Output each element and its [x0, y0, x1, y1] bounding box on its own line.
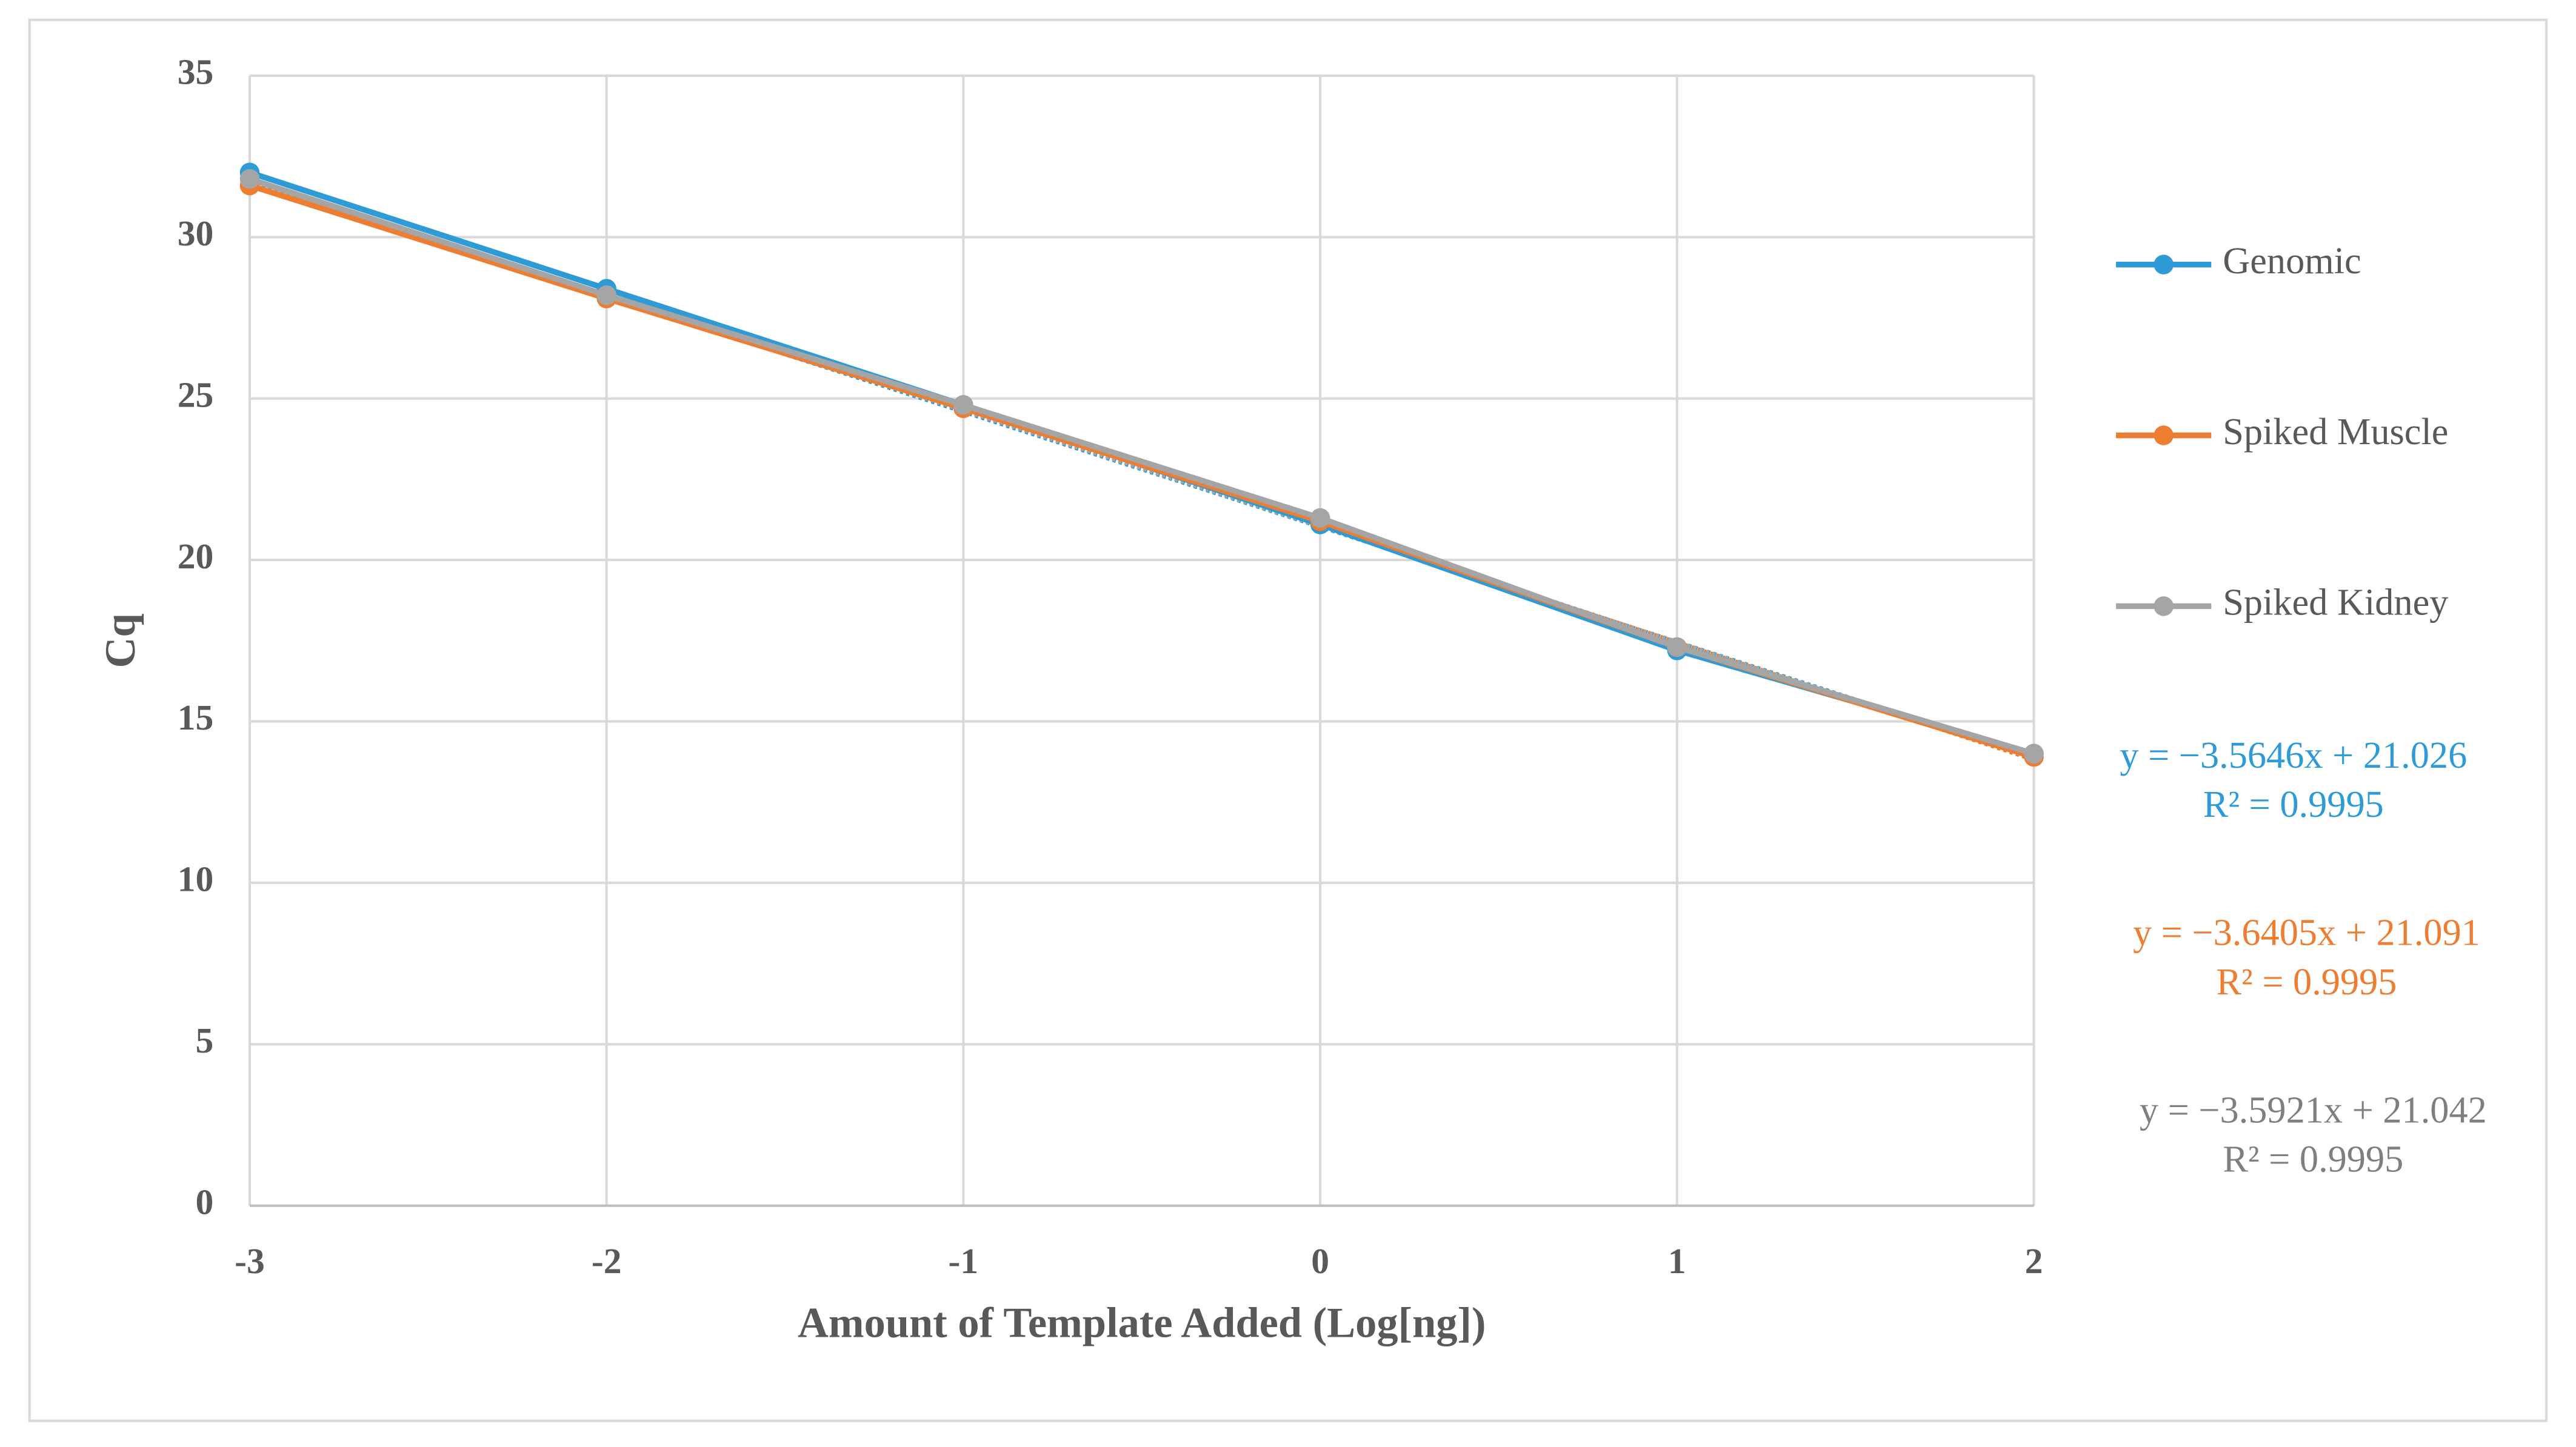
x-tick-label: -2: [592, 1241, 622, 1281]
y-axis-label: Cq: [97, 613, 144, 668]
y-tick-label: 30: [178, 213, 214, 253]
trendline: [249, 170, 2035, 762]
x-tick-label: 1: [1668, 1241, 1686, 1281]
x-tick-label: -3: [235, 1241, 265, 1281]
y-tick-label: 35: [178, 52, 214, 92]
y-tick-label: 10: [178, 859, 214, 899]
y-tick-label: 0: [196, 1182, 214, 1222]
data-point: [1310, 508, 1330, 528]
legend-label: Spiked Kidney: [2223, 582, 2448, 624]
series-line: [249, 176, 2035, 757]
x-tick-label: 0: [1311, 1241, 1329, 1281]
x-axis-label: Amount of Template Added (Log[ng]): [798, 1299, 1486, 1346]
x-tick-label: 2: [2025, 1241, 2043, 1281]
legend-label: Spiked Muscle: [2223, 411, 2448, 453]
legend-marker: [2154, 596, 2174, 616]
x-tick-label: -1: [949, 1241, 979, 1281]
y-tick-label: 15: [178, 697, 214, 737]
trendline-equation: y = −3.5921x + 21.042: [2140, 1089, 2487, 1131]
trendline-r2: R² = 0.9995: [2203, 783, 2384, 825]
data-point: [596, 285, 616, 305]
trendline-equation: y = −3.6405x + 21.091: [2133, 912, 2480, 954]
y-tick-label: 20: [178, 536, 214, 576]
trendline-r2: R² = 0.9995: [2216, 961, 2397, 1003]
trendline-equation: y = −3.5646x + 21.026: [2120, 734, 2467, 776]
data-point: [953, 395, 973, 415]
y-tick-label: 25: [178, 374, 214, 414]
data-point: [239, 169, 260, 189]
legend-marker: [2154, 254, 2174, 274]
legend-label: Genomic: [2223, 240, 2361, 282]
y-tick-label: 5: [196, 1020, 214, 1060]
trendline-r2: R² = 0.9995: [2223, 1139, 2403, 1180]
legend-marker: [2154, 425, 2174, 445]
data-point: [2024, 743, 2044, 764]
data-point: [1667, 637, 1687, 657]
